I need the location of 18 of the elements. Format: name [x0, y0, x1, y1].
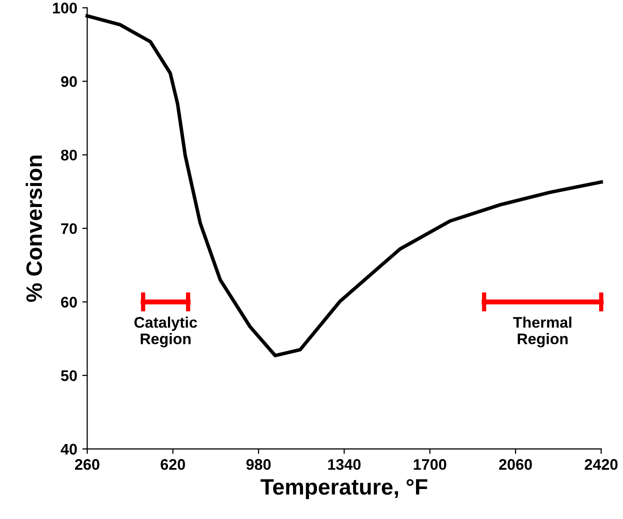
x-tick-label: 1340: [328, 459, 361, 470]
series-label: Thermal Region: [513, 316, 572, 348]
y-tick-label: 40: [60, 444, 77, 455]
x-tick-label: 620: [160, 459, 186, 470]
y-tick-label: 60: [61, 296, 77, 308]
x-axis-title: Temperature, °F: [260, 479, 428, 500]
y-tick-label: 80: [60, 150, 77, 161]
y-axis-title: % Conversion: [26, 156, 42, 302]
y-tick-label: 90: [61, 76, 77, 87]
x-tick-label: 260: [75, 459, 100, 470]
x-tick-label: 2060: [499, 459, 532, 470]
x-tick-label: 2420: [584, 459, 618, 470]
y-tick-label: 100: [52, 2, 77, 14]
x-tick-label: 1700: [414, 459, 446, 470]
x-tick-label: 980: [246, 459, 271, 470]
legend-label: Catalytic Region: [134, 316, 198, 348]
y-tick-label: 50: [60, 370, 77, 382]
y-tick-label: 70: [61, 223, 77, 234]
